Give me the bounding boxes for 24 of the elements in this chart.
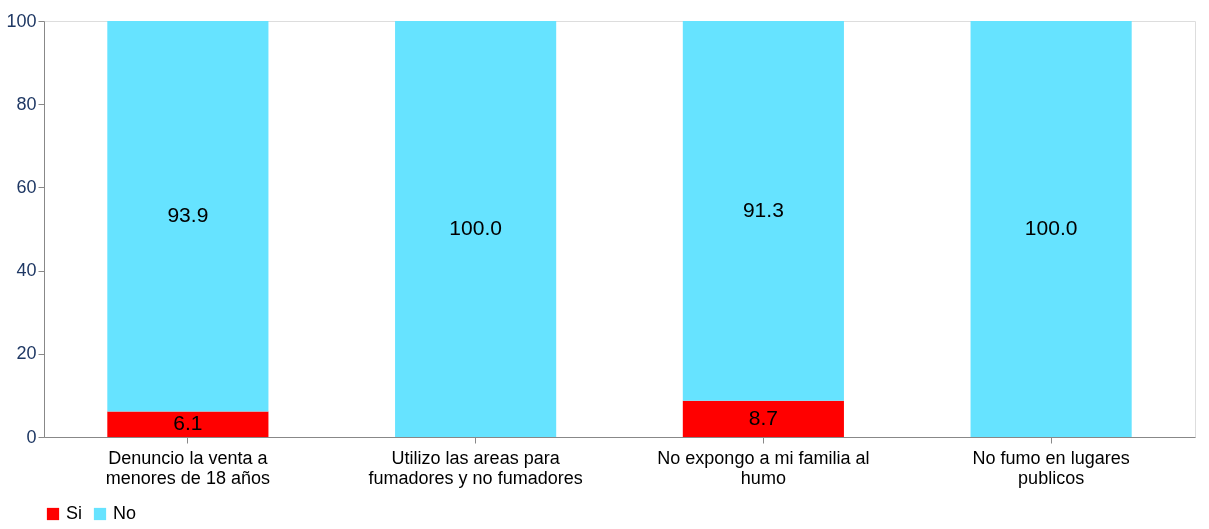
y-tick-label: 20 xyxy=(16,343,37,364)
data-label: 8.7 xyxy=(748,405,778,429)
data-label: 100.0 xyxy=(449,216,502,239)
bar xyxy=(682,400,844,437)
x-tick-label: Denuncio la venta a menores de 18 años xyxy=(105,447,270,488)
bar xyxy=(107,411,269,437)
x-tick-label: Utilizo las areas para fumadores y no fumadores xyxy=(368,447,583,488)
data-label: 100.0 xyxy=(1024,216,1078,239)
bar xyxy=(395,21,557,437)
bar xyxy=(970,21,1132,437)
y-tick-label: 0 xyxy=(26,426,37,447)
bar xyxy=(682,21,844,401)
legend-label: No xyxy=(113,503,137,523)
y-tick-label: 80 xyxy=(16,93,37,114)
y-tick-label: 40 xyxy=(16,260,37,281)
bar xyxy=(107,21,269,412)
x-tick-label: No fumo en lugares publicos xyxy=(972,447,1130,488)
x-tick-label: No expongo a mi familia al humo xyxy=(657,447,870,488)
y-tick-label: 60 xyxy=(16,176,37,197)
legend-label: Si xyxy=(66,503,83,523)
y-tick-label: 100 xyxy=(6,10,37,31)
data-label: 91.3 xyxy=(742,197,784,221)
data-label: 6.1 xyxy=(173,411,203,435)
data-label: 93.9 xyxy=(167,203,209,227)
